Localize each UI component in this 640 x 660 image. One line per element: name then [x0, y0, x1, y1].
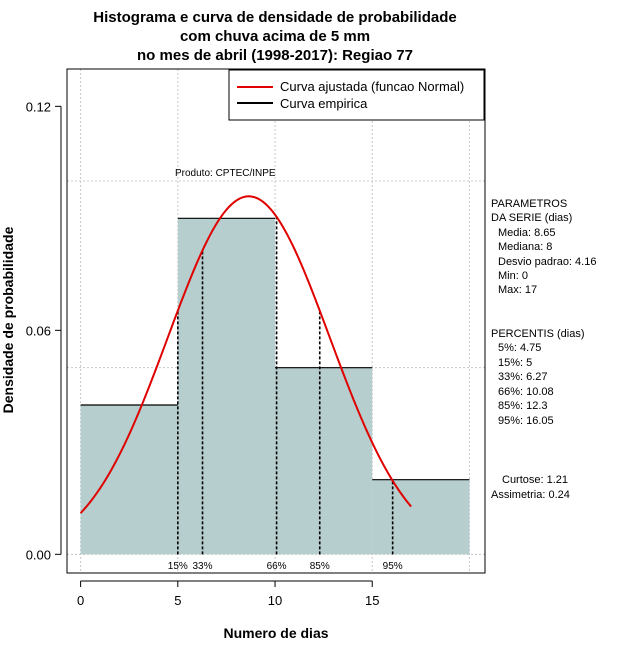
plot-frame: [66, 68, 486, 574]
x-tick-label-1: 5: [174, 593, 181, 608]
chart-title: Histograma e curva de densidade de proba…: [93, 9, 456, 64]
product-annotation: Produto: CPTEC/INPE: [175, 168, 276, 179]
y-tick-label-1: 0.06: [26, 323, 51, 338]
normal-curve-layer: [79, 195, 412, 514]
percentis-5: 5%: 4.75: [498, 342, 541, 354]
percentile-label-4: 95%: [383, 561, 403, 572]
parametros-header-1: PARAMETROS: [491, 198, 567, 210]
title-line-3: no mes de abril (1998-2017): Regiao 77: [137, 47, 413, 64]
percentis-33: 33%: 6.27: [498, 371, 548, 383]
percentile-lines: 15% 33% 66% 85% 95%: [168, 216, 403, 572]
parametros-header-2: DA SERIE (dias): [491, 212, 572, 224]
y-tick-label-0: 0.00: [26, 547, 51, 562]
percentile-label-0: 15%: [168, 561, 188, 572]
y-axis-label: Densidade de probabilidade: [0, 226, 16, 413]
parametros-panel: PARAMETROS DA SERIE (dias) Media: 8.65 M…: [491, 198, 596, 296]
legend-label-empirical: Curva empirica: [280, 96, 368, 111]
histogram-bar-0: [80, 405, 178, 555]
percentis-66: 66%: 10.08: [498, 386, 554, 398]
parametros-desvio: Desvio padrao: 4.16: [498, 256, 596, 268]
x-tick-label-3: 15: [365, 593, 379, 608]
percentis-85: 85%: 12.3: [498, 400, 548, 412]
normal-curve: [79, 195, 412, 514]
x-axis: 0 5 10 15: [77, 580, 379, 608]
title-line-1: Histograma e curva de densidade de proba…: [93, 9, 456, 26]
x-axis-label: Numero de dias: [223, 625, 328, 641]
legend-box: [228, 69, 485, 121]
percentile-label-1: 33%: [193, 561, 213, 572]
parametros-mediana: Mediana: 8: [498, 241, 552, 253]
percentile-label-3: 85%: [310, 561, 330, 572]
legend-label-normal: Curva ajustada (funcao Normal): [280, 79, 464, 94]
parametros-max: Max: 17: [498, 284, 537, 296]
histogram-bar-3: [372, 479, 470, 555]
percentis-15: 15%: 5: [498, 357, 532, 369]
assimetria-label: Assimetria: 0.24: [491, 489, 570, 501]
histogram-bar-1: [177, 218, 276, 555]
percentis-panel: PERCENTIS (dias) 5%: 4.75 15%: 5 33%: 6.…: [491, 328, 585, 427]
x-tick-label-0: 0: [77, 593, 84, 608]
title-line-2: com chuva acima de 5 mm: [180, 28, 370, 45]
percentile-label-2: 66%: [267, 561, 287, 572]
parametros-min: Min: 0: [498, 270, 528, 282]
percentis-95: 95%: 16.05: [498, 415, 554, 427]
parametros-media: Media: 8.65: [498, 227, 555, 239]
y-tick-label-2: 0.12: [26, 99, 51, 114]
x-tick-label-2: 10: [268, 593, 282, 608]
percentis-header: PERCENTIS (dias): [491, 328, 585, 340]
curtose-label: Curtose: 1.21: [502, 474, 568, 486]
histogram-bars: [80, 217, 470, 555]
y-axis: 0.00 0.06 0.12: [26, 99, 62, 562]
histogram-bar-2: [275, 367, 373, 555]
legend: Curva ajustada (funcao Normal) Curva emp…: [228, 69, 485, 121]
